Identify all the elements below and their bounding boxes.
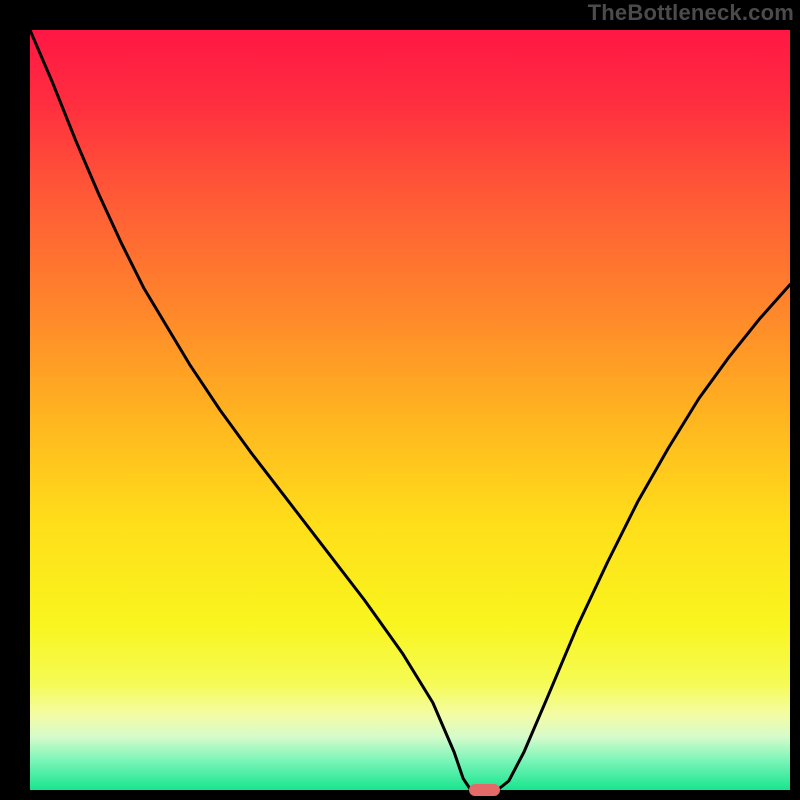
- optimal-point-marker: [469, 784, 499, 796]
- chart-frame: TheBottleneck.com: [0, 0, 800, 800]
- bottleneck-curve: [30, 30, 790, 790]
- plot-area: [30, 30, 790, 790]
- watermark-text: TheBottleneck.com: [588, 0, 794, 26]
